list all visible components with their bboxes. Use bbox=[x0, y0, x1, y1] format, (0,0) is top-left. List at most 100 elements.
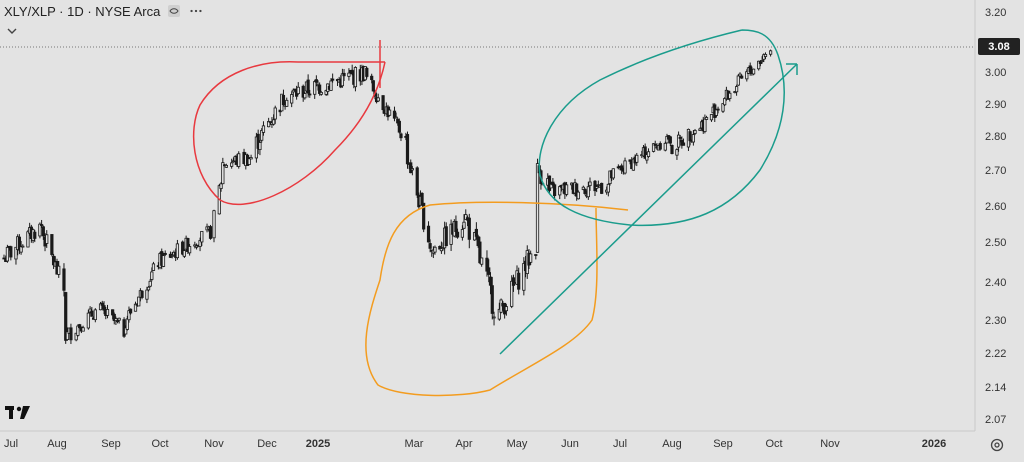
candle-body bbox=[462, 221, 466, 229]
candle-body bbox=[668, 136, 672, 144]
candle-body bbox=[646, 151, 651, 157]
candle-body bbox=[318, 84, 322, 94]
candle-body bbox=[517, 272, 521, 290]
candle-body bbox=[111, 309, 115, 316]
candle-body bbox=[735, 86, 739, 93]
candle-body bbox=[151, 263, 156, 271]
candle-body bbox=[464, 214, 468, 220]
candle-body bbox=[376, 97, 380, 102]
time-tick-label: Aug bbox=[662, 438, 682, 450]
candle-body bbox=[281, 94, 286, 106]
candle-body bbox=[593, 180, 597, 192]
candle-body bbox=[723, 98, 727, 106]
candle-body bbox=[740, 75, 744, 79]
candle-body bbox=[428, 243, 432, 249]
candle-body bbox=[399, 133, 403, 139]
price-axis: 3.20 3.00 2.90 2.80 2.70 2.60 2.50 2.40 2.30 2.22… bbox=[985, 7, 1006, 426]
candle-body bbox=[303, 93, 307, 99]
candle-body bbox=[98, 303, 103, 311]
candle-body bbox=[76, 325, 80, 336]
candle-body bbox=[487, 267, 491, 275]
candle-body bbox=[663, 142, 667, 151]
candles bbox=[2, 49, 773, 345]
candle-body bbox=[681, 142, 686, 146]
time-tick-label: Sep bbox=[713, 438, 733, 450]
candle-body bbox=[163, 252, 167, 255]
candle-body bbox=[285, 99, 289, 107]
candle-body bbox=[410, 168, 414, 171]
candle-body bbox=[127, 310, 131, 321]
candle-body bbox=[88, 308, 92, 313]
candle-body bbox=[140, 290, 144, 298]
candle-body bbox=[26, 231, 30, 248]
candle-body bbox=[200, 230, 204, 243]
chart-header: XLY/XLP · 1D · NYSE Arca bbox=[0, 0, 204, 22]
candle-body bbox=[381, 95, 385, 111]
candle-body bbox=[175, 243, 180, 259]
candle-body bbox=[57, 265, 61, 275]
candle-body bbox=[237, 153, 241, 167]
candle-body bbox=[5, 246, 10, 262]
candle-body bbox=[510, 280, 514, 307]
price-tick-label: 2.14 bbox=[985, 382, 1006, 394]
candle-body bbox=[105, 309, 110, 316]
symbol-title: XLY/XLP · 1D · NYSE Arca bbox=[4, 3, 161, 19]
candle-body bbox=[455, 231, 460, 238]
time-tick-label: Nov bbox=[820, 438, 840, 450]
candle-body bbox=[198, 240, 202, 247]
candle-body bbox=[306, 79, 310, 94]
annotations bbox=[192, 29, 798, 397]
candle-body bbox=[651, 143, 656, 152]
eye-icon[interactable] bbox=[166, 3, 182, 19]
price-tick-label: 2.80 bbox=[985, 131, 1006, 143]
candle-body bbox=[50, 234, 54, 255]
candle-body bbox=[329, 80, 333, 91]
candle-body bbox=[492, 316, 496, 319]
candle-body bbox=[497, 308, 501, 320]
price-tick-label: 2.70 bbox=[985, 165, 1006, 177]
price-tick-label: 2.40 bbox=[985, 277, 1006, 289]
candle-body bbox=[485, 257, 489, 272]
candle-body bbox=[62, 268, 66, 291]
settings-icon[interactable] bbox=[989, 437, 1005, 453]
candle-body bbox=[490, 285, 494, 314]
candle-body bbox=[763, 53, 768, 57]
candle-body bbox=[688, 131, 692, 142]
candle-body bbox=[397, 120, 401, 133]
candle-body bbox=[558, 186, 562, 196]
tradingview-logo[interactable] bbox=[4, 404, 32, 422]
candle-body bbox=[133, 303, 138, 312]
candle-body bbox=[551, 181, 555, 186]
candle-body bbox=[665, 135, 669, 144]
candle-body bbox=[698, 128, 702, 131]
price-tick-label: 2.50 bbox=[985, 237, 1006, 249]
candle-body bbox=[721, 103, 725, 112]
candle-body bbox=[45, 234, 49, 244]
candle-body bbox=[769, 50, 773, 55]
candle-body bbox=[576, 191, 580, 200]
candle-body bbox=[405, 134, 410, 165]
candle-body bbox=[745, 71, 749, 80]
candle-body bbox=[125, 318, 129, 330]
time-tick-label: Dec bbox=[257, 438, 277, 450]
candle-body bbox=[476, 236, 480, 247]
candle-body bbox=[611, 168, 615, 179]
candle-body bbox=[420, 192, 424, 206]
candle-body bbox=[583, 188, 587, 194]
candle-body bbox=[736, 75, 740, 86]
candle-body bbox=[128, 308, 133, 314]
orange-annotation-circle bbox=[365, 201, 629, 397]
candle-body bbox=[752, 68, 756, 75]
candle-body bbox=[219, 183, 223, 189]
candle-body bbox=[347, 72, 351, 77]
price-tick-label: 2.07 bbox=[985, 414, 1006, 426]
time-axis: Jul Aug Sep Oct Nov Dec 2025 Mar Apr May Jun Jul Aug… bbox=[4, 438, 946, 450]
candle-body bbox=[709, 114, 714, 121]
candle-body bbox=[17, 236, 21, 251]
candle-body bbox=[117, 317, 121, 321]
chevron-down-icon[interactable] bbox=[5, 24, 19, 36]
candle-body bbox=[529, 253, 533, 263]
more-icon[interactable] bbox=[188, 3, 204, 19]
candle-body bbox=[635, 154, 639, 163]
